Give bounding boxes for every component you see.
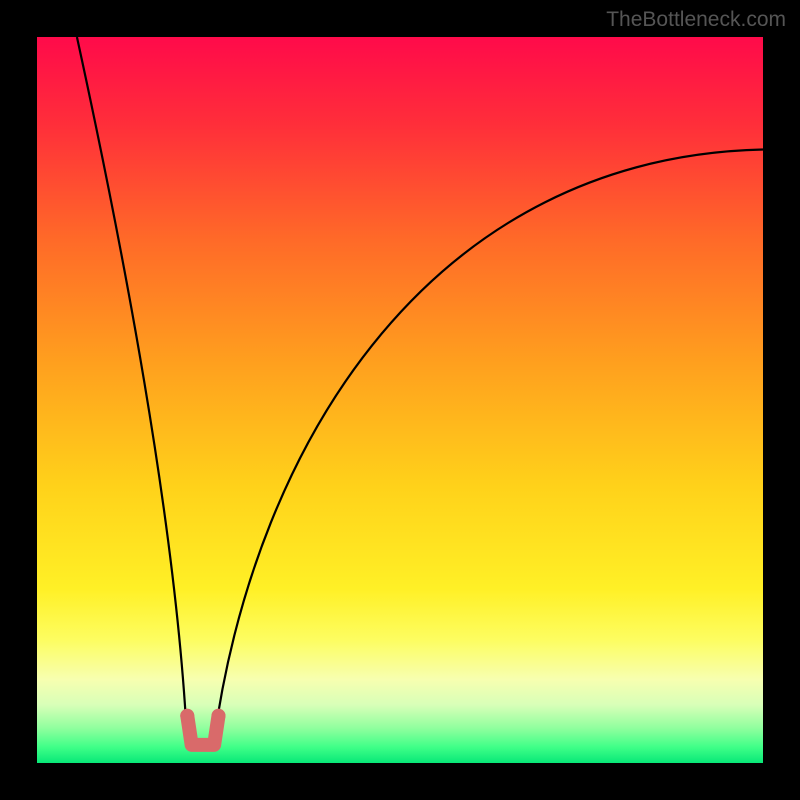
watermark-text: TheBottleneck.com <box>606 8 786 32</box>
chart-container: TheBottleneck.com <box>0 0 800 800</box>
bottleneck-chart <box>0 0 800 800</box>
optimal-marker-endpoint <box>180 709 194 723</box>
plot-area <box>37 37 763 763</box>
optimal-marker-endpoint <box>212 709 226 723</box>
